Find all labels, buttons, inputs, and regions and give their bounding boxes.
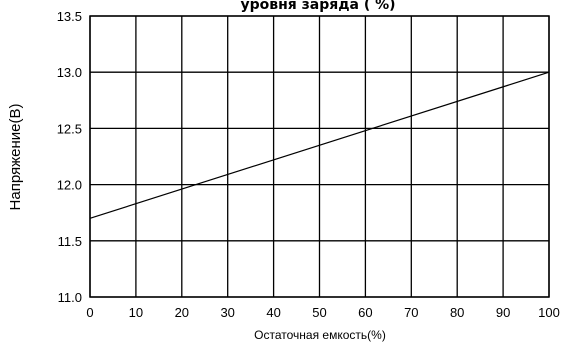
chart-title: уровня заряда ( %) — [240, 0, 395, 13]
x-tick-label: 20 — [175, 305, 189, 320]
series-group — [89, 71, 550, 219]
plot-area-frame — [89, 15, 550, 298]
x-tick-labels: 0 10 20 30 40 50 60 70 80 90 100 — [86, 305, 559, 320]
x-tick-label: 40 — [266, 305, 280, 320]
x-tick-label: 90 — [496, 305, 510, 320]
x-axis-label: Остаточная емкость(%) — [254, 328, 386, 342]
x-tick-label: 0 — [86, 305, 93, 320]
y-tick-label: 13.5 — [57, 9, 82, 24]
x-tick-label: 70 — [404, 305, 418, 320]
x-tick-label: 50 — [312, 305, 326, 320]
y-tick-label: 13.0 — [57, 65, 82, 80]
y-tick-labels: 11.0 11.5 12.0 12.5 13.0 13.5 — [57, 9, 82, 305]
y-tick-label: 12.5 — [57, 121, 82, 136]
grid-lines — [89, 15, 550, 298]
x-tick-label: 10 — [129, 305, 143, 320]
x-tick-label: 100 — [538, 305, 560, 320]
x-tick-label: 80 — [450, 305, 464, 320]
y-tick-label: 11.0 — [58, 290, 82, 305]
series-line — [89, 71, 550, 219]
y-axis-label: Напряжение(В) — [7, 104, 24, 211]
y-tick-label: 11.5 — [58, 234, 82, 249]
y-tick-label: 12.0 — [57, 178, 82, 193]
x-tick-label: 60 — [358, 305, 372, 320]
x-tick-label: 30 — [220, 305, 234, 320]
